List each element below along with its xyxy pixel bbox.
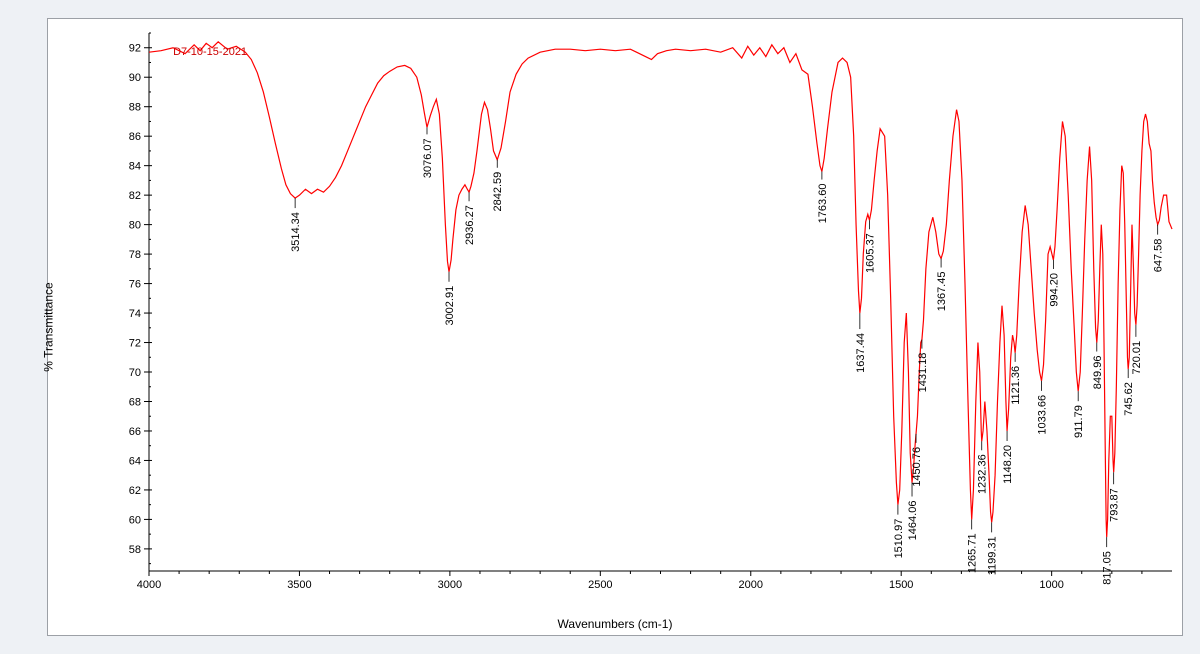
peak-label: 720.01: [1131, 341, 1143, 375]
y-tick-label: 80: [129, 220, 141, 232]
peak-label: 1510.97: [893, 519, 905, 559]
y-tick-label: 88: [129, 102, 141, 114]
peak-label: 1199.31: [987, 536, 999, 575]
y-tick-label: 74: [129, 308, 141, 320]
peak-label: 745.62: [1123, 382, 1135, 416]
peak-label: 793.87: [1109, 488, 1121, 522]
y-axis-label: % Transmittance: [42, 282, 56, 371]
spectrum-trace: [149, 42, 1172, 537]
peak-label: 2842.59: [492, 172, 504, 212]
peak-label: 3002.91: [444, 286, 456, 326]
peak-label: 1763.60: [817, 184, 829, 224]
y-tick-label: 84: [129, 161, 141, 173]
y-tick-label: 86: [129, 131, 141, 143]
y-tick-label: 72: [129, 338, 141, 350]
y-tick-label: 92: [129, 43, 141, 55]
peak-label: 1637.44: [855, 333, 867, 373]
spectrum-svg: 92 90 88 86 84 82 80 78 76 74 72 70 68 66 64 62 60 58 4000…: [114, 29, 1174, 599]
peak-label: 1121.36: [1010, 366, 1022, 405]
peak-label: 3076.07: [422, 138, 434, 178]
y-tick-label: 60: [129, 514, 141, 526]
peak-label: 1148.20: [1002, 445, 1014, 484]
peak-label: 849.96: [1092, 356, 1104, 390]
peak-label: 1367.45: [936, 272, 948, 312]
y-tick-label: 82: [129, 190, 141, 202]
y-tick-label: 64: [129, 455, 141, 467]
y-tick-label: 66: [129, 426, 141, 438]
y-tick-label: 70: [129, 367, 141, 379]
y-tick-label: 68: [129, 396, 141, 408]
peak-label: 1265.71: [967, 533, 979, 573]
x-tick-label: 2000: [739, 579, 763, 591]
peak-label: 911.79: [1073, 405, 1085, 438]
plot-area: 92 90 88 86 84 82 80 78 76 74 72 70 68 66 64 62 60 58 4000…: [114, 29, 1174, 599]
peak-label: 1033.66: [1037, 395, 1049, 435]
peak-label: 1431.18: [917, 353, 929, 393]
peak-label: 1232.36: [977, 454, 989, 494]
peak-label: 994.20: [1048, 273, 1060, 307]
peak-label: 2936.27: [464, 205, 476, 245]
y-tick-label: 78: [129, 249, 141, 261]
y-tick-label: 62: [129, 485, 141, 497]
x-tick-label: 1000: [1039, 579, 1063, 591]
x-tick-label: 3500: [287, 579, 311, 591]
x-tick-label: 2500: [588, 579, 612, 591]
x-tick-label: 4000: [137, 579, 161, 591]
peak-label: 647.58: [1153, 239, 1165, 273]
y-tick-label: 58: [129, 544, 141, 556]
peak-label: 1605.37: [865, 233, 877, 273]
chart-frame: 92 90 88 86 84 82 80 78 76 74 72 70 68 66 64 62 60 58 4000…: [47, 18, 1183, 636]
peak-label: 1464.06: [907, 501, 919, 541]
peak-label: 1450.76: [911, 447, 923, 487]
watermark-text: D7-10-15-2021: [173, 46, 247, 58]
x-tick-label: 1500: [889, 579, 913, 591]
peak-label: 817.05: [1102, 551, 1114, 585]
x-axis-label: Wavenumbers (cm-1): [48, 617, 1182, 631]
y-tick-label: 90: [129, 72, 141, 84]
peak-label: 3514.34: [290, 212, 302, 252]
y-tick-label: 76: [129, 279, 141, 291]
x-tick-label: 3000: [438, 579, 462, 591]
